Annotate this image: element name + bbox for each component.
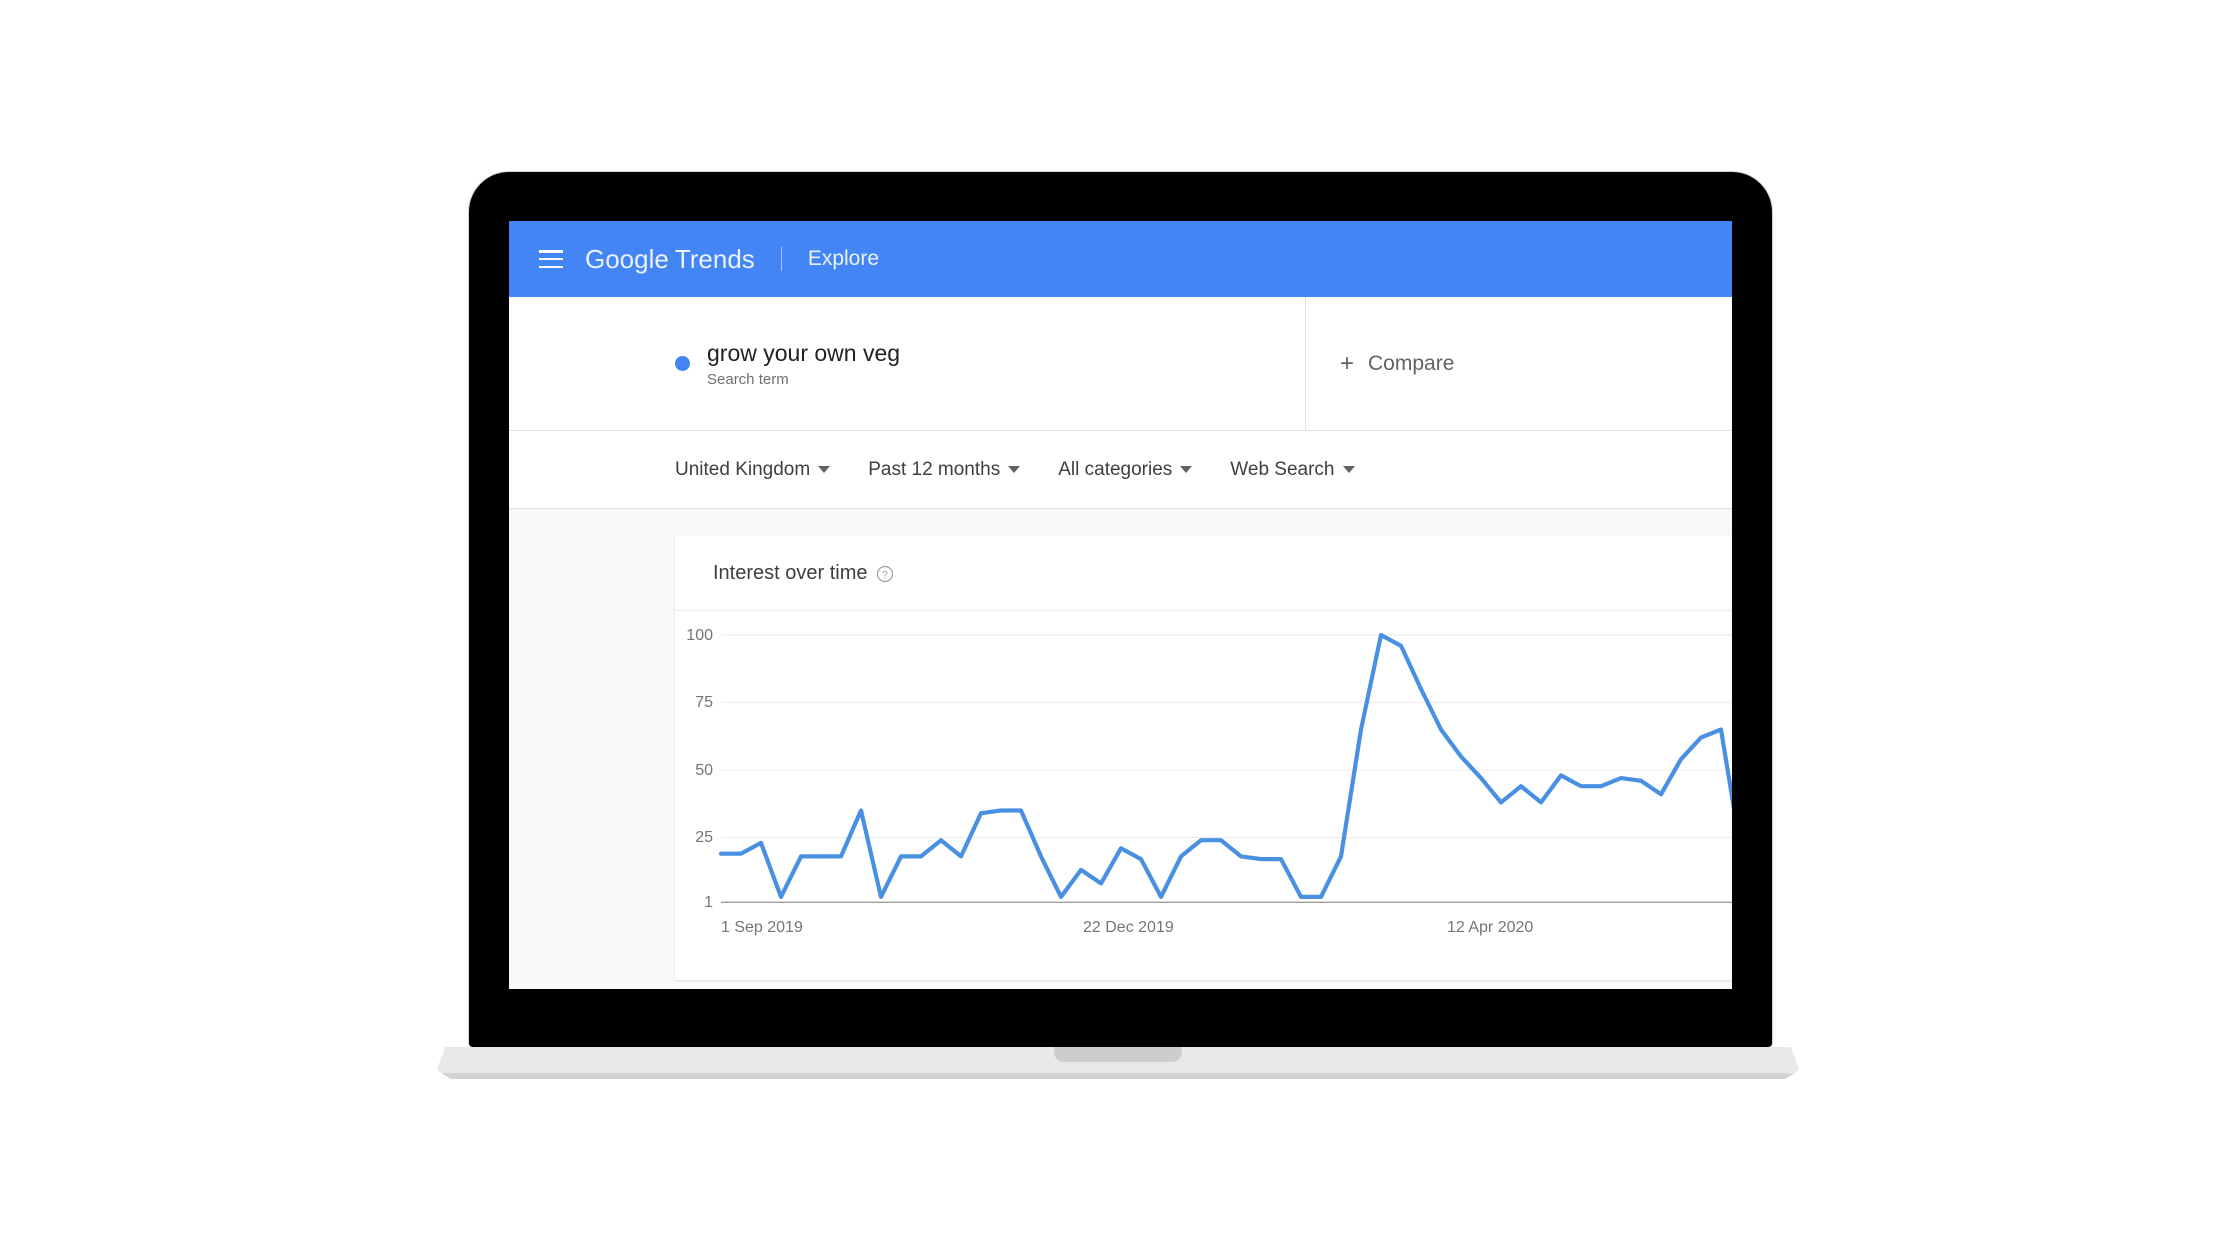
svg-text:1 Sep 2019: 1 Sep 2019 [721,919,803,936]
svg-text:25: 25 [695,829,713,846]
svg-text:50: 50 [695,762,713,779]
svg-text:22 Dec 2019: 22 Dec 2019 [1083,919,1174,936]
svg-text:1: 1 [704,894,713,911]
svg-text:100: 100 [686,627,713,644]
svg-text:12 Apr 2020: 12 Apr 2020 [1447,919,1533,936]
svg-text:75: 75 [695,694,713,711]
svg-text:?: ? [882,569,888,580]
